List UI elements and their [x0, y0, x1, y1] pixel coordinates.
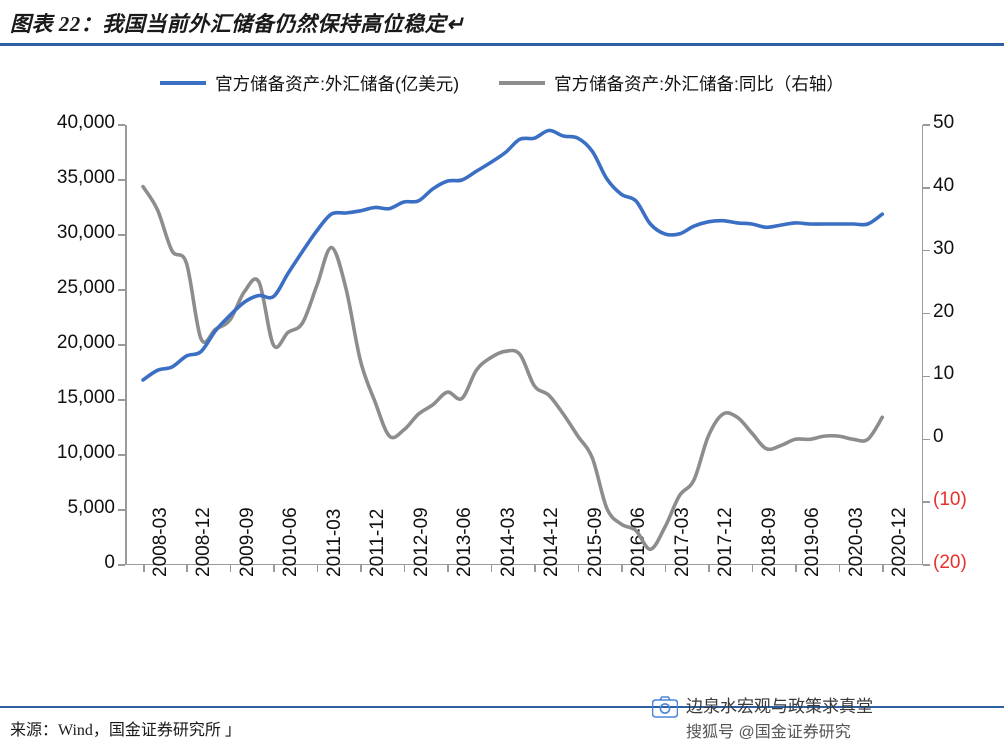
y-axis-left-tick — [118, 509, 125, 511]
legend-swatch-gray — [499, 81, 546, 85]
y-axis-right-tick — [923, 124, 930, 126]
y-axis-right-tick — [923, 312, 930, 315]
y-axis-left-label: 20,000 — [56, 332, 115, 353]
y-axis-right-label: (20) — [933, 552, 967, 573]
legend-label-yoy: 官方储备资产:外汇储备:同比（右轴） — [554, 73, 844, 94]
y-axis-right-tick — [923, 249, 930, 252]
x-axis-tick — [143, 565, 145, 572]
legend-item-fx-reserves: 官方储备资产:外汇储备(亿美元) — [160, 71, 459, 96]
x-axis-tick — [403, 565, 406, 572]
x-axis-line — [125, 563, 923, 565]
plot-area: 0 5,000 10,000 15,000 20,000 25,000 30,000 35,0… — [57, 112, 967, 577]
x-axis-tick — [795, 565, 797, 572]
legend-label-fx-reserves: 官方储备资产:外汇储备(亿美元) — [215, 73, 460, 94]
y-axis-right-label: 20 — [933, 300, 955, 322]
y-axis-left-tick — [118, 344, 125, 346]
y-axis-right-label: (10) — [933, 489, 967, 511]
y-axis-right-tick — [923, 501, 930, 503]
y-axis-left-tick — [118, 399, 125, 401]
y-axis-right-tick — [923, 375, 930, 378]
y-axis-right-tick — [923, 438, 930, 441]
watermark: 边泉水宏观与政策求真堂 搜狐号 @国金证券研究 — [652, 692, 992, 746]
y-axis-left-label: 40,000 — [56, 112, 115, 133]
y-axis-right-label: 30 — [933, 237, 955, 259]
series-line-yoy — [141, 184, 885, 552]
x-axis-tick — [316, 565, 319, 572]
footer-divider — [0, 706, 1004, 708]
y-axis-right-label: 50 — [933, 112, 955, 133]
series-plot — [141, 128, 885, 552]
y-axis-left-label: 25,000 — [56, 277, 115, 298]
watermark-line2: 搜狐号 @国金证券研究 — [686, 724, 851, 741]
x-axis-tick — [360, 565, 362, 572]
x-axis-tick — [534, 565, 536, 572]
y-axis-left-label: 10,000 — [56, 442, 115, 463]
y-axis-left-label: 35,000 — [56, 167, 115, 188]
y-axis-left-tick — [118, 564, 125, 566]
x-axis-tick — [273, 565, 275, 572]
legend-swatch-blue — [160, 81, 207, 85]
y-axis-left-line — [125, 125, 127, 565]
camera-icon — [652, 696, 678, 718]
y-axis-right-line — [921, 125, 923, 565]
y-axis-left-label: 30,000 — [56, 222, 115, 243]
y-axis-right-label: 0 — [933, 426, 944, 448]
legend-item-yoy: 官方储备资产:外汇储备:同比（右轴） — [499, 71, 844, 96]
source-note: 来源：Wind，国金证券研究所 」 — [10, 722, 241, 739]
x-axis-tick — [838, 565, 841, 572]
series-line-fx-reserves — [141, 128, 885, 382]
chart-canvas: 0 5,000 10,000 15,000 20,000 25,000 30,000 35,0… — [0, 100, 1004, 680]
y-axis-left-tick — [118, 454, 125, 456]
x-axis-tick — [751, 565, 754, 572]
watermark-line1: 边泉水宏观与政策求真堂 — [686, 697, 873, 716]
y-axis-left-tick — [118, 124, 125, 126]
x-axis-tick — [621, 565, 623, 572]
y-axis-left-tick — [118, 289, 125, 291]
x-axis-tick — [708, 565, 710, 572]
y-axis-left-tick — [118, 179, 125, 181]
y-axis-right-label: 40 — [933, 174, 955, 196]
x-axis-tick — [664, 565, 667, 572]
page-title: 图表 22：我国当前外汇储备仍然保持高位稳定↵ — [10, 12, 465, 36]
x-axis-tick — [447, 565, 449, 572]
y-axis-right-label: 10 — [933, 363, 955, 385]
y-axis-right-tick — [923, 564, 930, 566]
y-axis-right-tick — [923, 187, 930, 189]
x-axis-tick — [490, 565, 493, 572]
y-axis-left-label: 5,000 — [67, 497, 115, 518]
x-axis-tick — [882, 565, 884, 572]
chart-legend: 官方储备资产:外汇储备(亿美元) 官方储备资产:外汇储备:同比（右轴） — [0, 66, 1004, 100]
title-divider — [0, 43, 1004, 46]
y-axis-left-label: 0 — [104, 552, 115, 573]
x-axis-tick — [577, 565, 580, 572]
y-axis-left-label: 15,000 — [56, 387, 115, 408]
y-axis-left-tick — [118, 234, 125, 236]
x-axis-tick — [186, 565, 188, 572]
figure-header: 图表 22：我国当前外汇储备仍然保持高位稳定↵ — [0, 0, 1004, 46]
x-axis-tick — [229, 565, 232, 572]
